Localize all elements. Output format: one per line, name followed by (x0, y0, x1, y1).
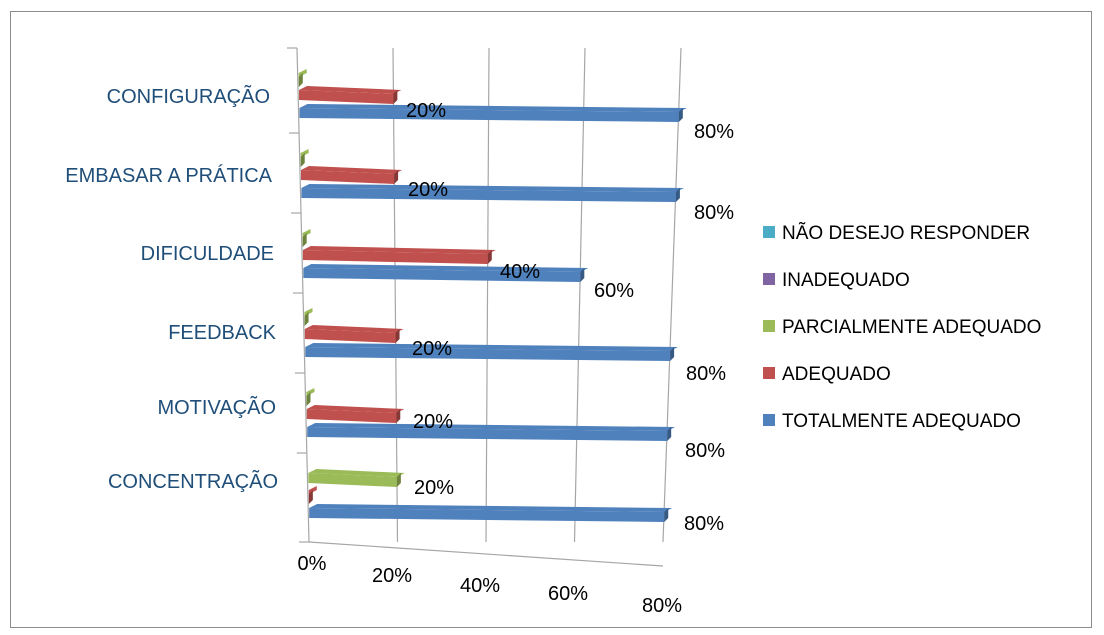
category-label-embasar-a-pratica: EMBASAR A PRÁTICA (65, 164, 272, 187)
data-label-adequado-feedback: 20% (412, 338, 452, 360)
category-label-dificuldade: DIFICULDADE (141, 243, 274, 265)
data-label-parcialmente-adequado-concentracao: 20% (414, 477, 454, 499)
category-label-concentracao: CONCENTRAÇÃO (108, 469, 278, 493)
data-label-adequado-embasar-a-pratica: 20% (408, 179, 448, 201)
data-label-adequado-motivacao: 20% (413, 411, 453, 433)
x-tick-label: 20% (372, 565, 412, 587)
category-label-configuracao: CONFIGURAÇÃO (107, 84, 270, 108)
x-tick-label: 40% (460, 575, 500, 597)
category-label-motivacao: MOTIVAÇÃO (157, 395, 276, 419)
legend-swatch-parcialmente-adequado (763, 320, 775, 332)
data-label-totalmente-adequado-feedback: 80% (686, 363, 726, 385)
legend-swatch-adequado (763, 367, 775, 379)
x-tick-label: 80% (642, 595, 682, 617)
data-label-totalmente-adequado-dificuldade: 60% (594, 280, 634, 302)
data-label-totalmente-adequado-motivacao: 80% (685, 440, 725, 462)
x-tick-label: 0% (298, 553, 327, 575)
legend-label-nao-desejo-responder: NÃO DESEJO RESPONDER (782, 222, 1030, 244)
category-label-feedback: FEEDBACK (168, 322, 276, 344)
data-label-adequado-dificuldade: 40% (500, 261, 540, 283)
legend-label-parcialmente-adequado: PARCIALMENTE ADEQUADO (782, 317, 1041, 338)
data-label-totalmente-adequado-concentracao: 80% (684, 513, 724, 535)
legend-swatch-nao-desejo-responder (763, 226, 775, 238)
legend-label-adequado: ADEQUADO (782, 364, 891, 385)
x-tick-label: 60% (548, 583, 588, 605)
legend-swatch-inadequado (763, 273, 775, 285)
data-label-totalmente-adequado-configuracao: 80% (694, 121, 734, 143)
data-label-adequado-configuracao: 20% (406, 100, 446, 122)
legend-label-inadequado: INADEQUADO (782, 270, 910, 291)
legend-swatch-totalmente-adequado (763, 414, 775, 426)
data-label-totalmente-adequado-embasar-a-pratica: 80% (694, 202, 734, 224)
legend-label-totalmente-adequado: TOTALMENTE ADEQUADO (782, 411, 1021, 432)
